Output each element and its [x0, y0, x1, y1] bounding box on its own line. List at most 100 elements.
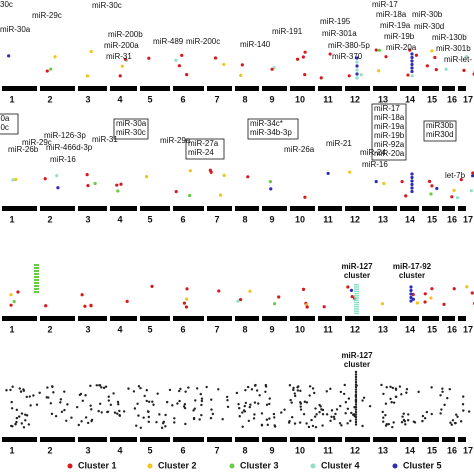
mirna-dot [410, 69, 414, 74]
mirna-dot [34, 285, 39, 287]
chromosome-number: 16 [447, 324, 457, 334]
mirna-dot [65, 419, 68, 423]
chromosome [173, 86, 204, 91]
mirna-dot [346, 422, 349, 425]
chromosome [2, 86, 37, 91]
mirna-dot [11, 385, 14, 388]
chromosome [262, 437, 287, 442]
chromosome-number: 16 [447, 445, 457, 455]
mirna-dot [455, 196, 460, 200]
label-box [113, 118, 149, 140]
mirna-dot [238, 415, 241, 418]
mirna-dot [179, 387, 182, 391]
mirna-dot [404, 423, 407, 426]
mirna-dot [298, 421, 302, 424]
mirna-dot [255, 389, 259, 392]
mirna-dot [415, 301, 420, 305]
mirna-dot [350, 411, 353, 415]
mirna-dot [238, 406, 241, 410]
mirna-dot [328, 52, 332, 56]
mirna-label: cluster [344, 271, 370, 280]
mirna-dot [50, 412, 54, 416]
mirna-dot [116, 400, 120, 404]
mirna-dot [449, 421, 452, 424]
mirna-dot [311, 387, 315, 390]
mirna-dot [354, 306, 359, 308]
mirna-label: miR-30a [0, 25, 31, 34]
mirna-dot [135, 424, 138, 427]
mirna-label: miR-130b [432, 33, 467, 42]
mirna-dot [253, 401, 257, 404]
mirna-dot [183, 402, 187, 406]
mirna-dot [410, 74, 414, 78]
chromosome [110, 437, 137, 442]
chromosome [2, 437, 37, 442]
mirna-dot [184, 305, 189, 309]
mirna-label: miR-140 [240, 40, 271, 49]
mirna-dot [429, 192, 433, 196]
mirna-dot [9, 293, 13, 297]
mirna-label: 30a [0, 114, 10, 123]
mirna-dot [270, 67, 274, 71]
mirna-dot [24, 419, 27, 422]
mirna-dot [314, 425, 318, 429]
mirna-dot [192, 417, 196, 421]
mirna-label: miR-19b [384, 32, 415, 41]
mirna-dot [244, 388, 247, 392]
mirna-dot [247, 419, 251, 423]
mirna-dot [66, 403, 69, 406]
mirna-dot [401, 415, 404, 418]
mirna-dot [158, 413, 161, 416]
mirna-dot [200, 403, 203, 407]
chromosome-number: 1 [9, 214, 14, 224]
mirna-label: miR-200c [186, 37, 220, 46]
mirna-dot [410, 182, 414, 187]
mirna-dot [184, 422, 187, 426]
mirna-label: miR-29c [22, 138, 52, 147]
mirna-dot [34, 279, 39, 281]
chromosome-number: 17 [463, 214, 473, 224]
mirna-dot [34, 282, 39, 284]
mirna-label: miR-191 [272, 27, 303, 36]
mirna-label: miR-30d [414, 22, 444, 31]
mirna-dot [440, 408, 443, 411]
mirna-dot [116, 412, 119, 415]
mirna-dot [60, 410, 64, 414]
mirna-dot [43, 177, 47, 181]
mirna-dot [264, 383, 268, 387]
mirna-label: miR-24 [360, 148, 386, 157]
mirna-dot [381, 410, 384, 414]
mirna-dot [423, 292, 427, 296]
mirna-label: 30c [0, 0, 13, 9]
mirna-dot [425, 410, 429, 414]
mirna-dot [297, 385, 300, 388]
mirna-dot [339, 404, 342, 408]
mirna-dot [439, 412, 442, 415]
mirna-dot [117, 403, 120, 406]
mirna-dot [305, 305, 309, 309]
mirna-dot [400, 179, 404, 184]
chromosome [442, 86, 455, 91]
legend-swatch [229, 463, 235, 469]
mirna-dot [86, 421, 90, 425]
legend-swatch [147, 463, 153, 469]
mirna-dot [243, 404, 246, 408]
mirna-dot [351, 413, 355, 416]
chromosome-number: 15 [427, 324, 437, 334]
chromosome [207, 437, 232, 442]
mirna-dot [354, 415, 358, 419]
mirna-dot [265, 418, 269, 421]
mirna-label: miR-466d-3p [46, 143, 93, 152]
chromosome [140, 437, 170, 442]
mirna-dot [354, 288, 359, 290]
mirna-dot [83, 304, 87, 308]
mirna-dot [19, 390, 23, 393]
chromosome-number: 9 [269, 214, 274, 224]
chromosome-number: 7 [214, 324, 219, 334]
mirna-dot [11, 178, 15, 182]
mirna-dot [305, 422, 308, 425]
mirna-dot [423, 300, 427, 304]
chromosome-number: 3 [85, 214, 90, 224]
chromosome [400, 437, 419, 442]
mirna-dot [272, 302, 277, 306]
